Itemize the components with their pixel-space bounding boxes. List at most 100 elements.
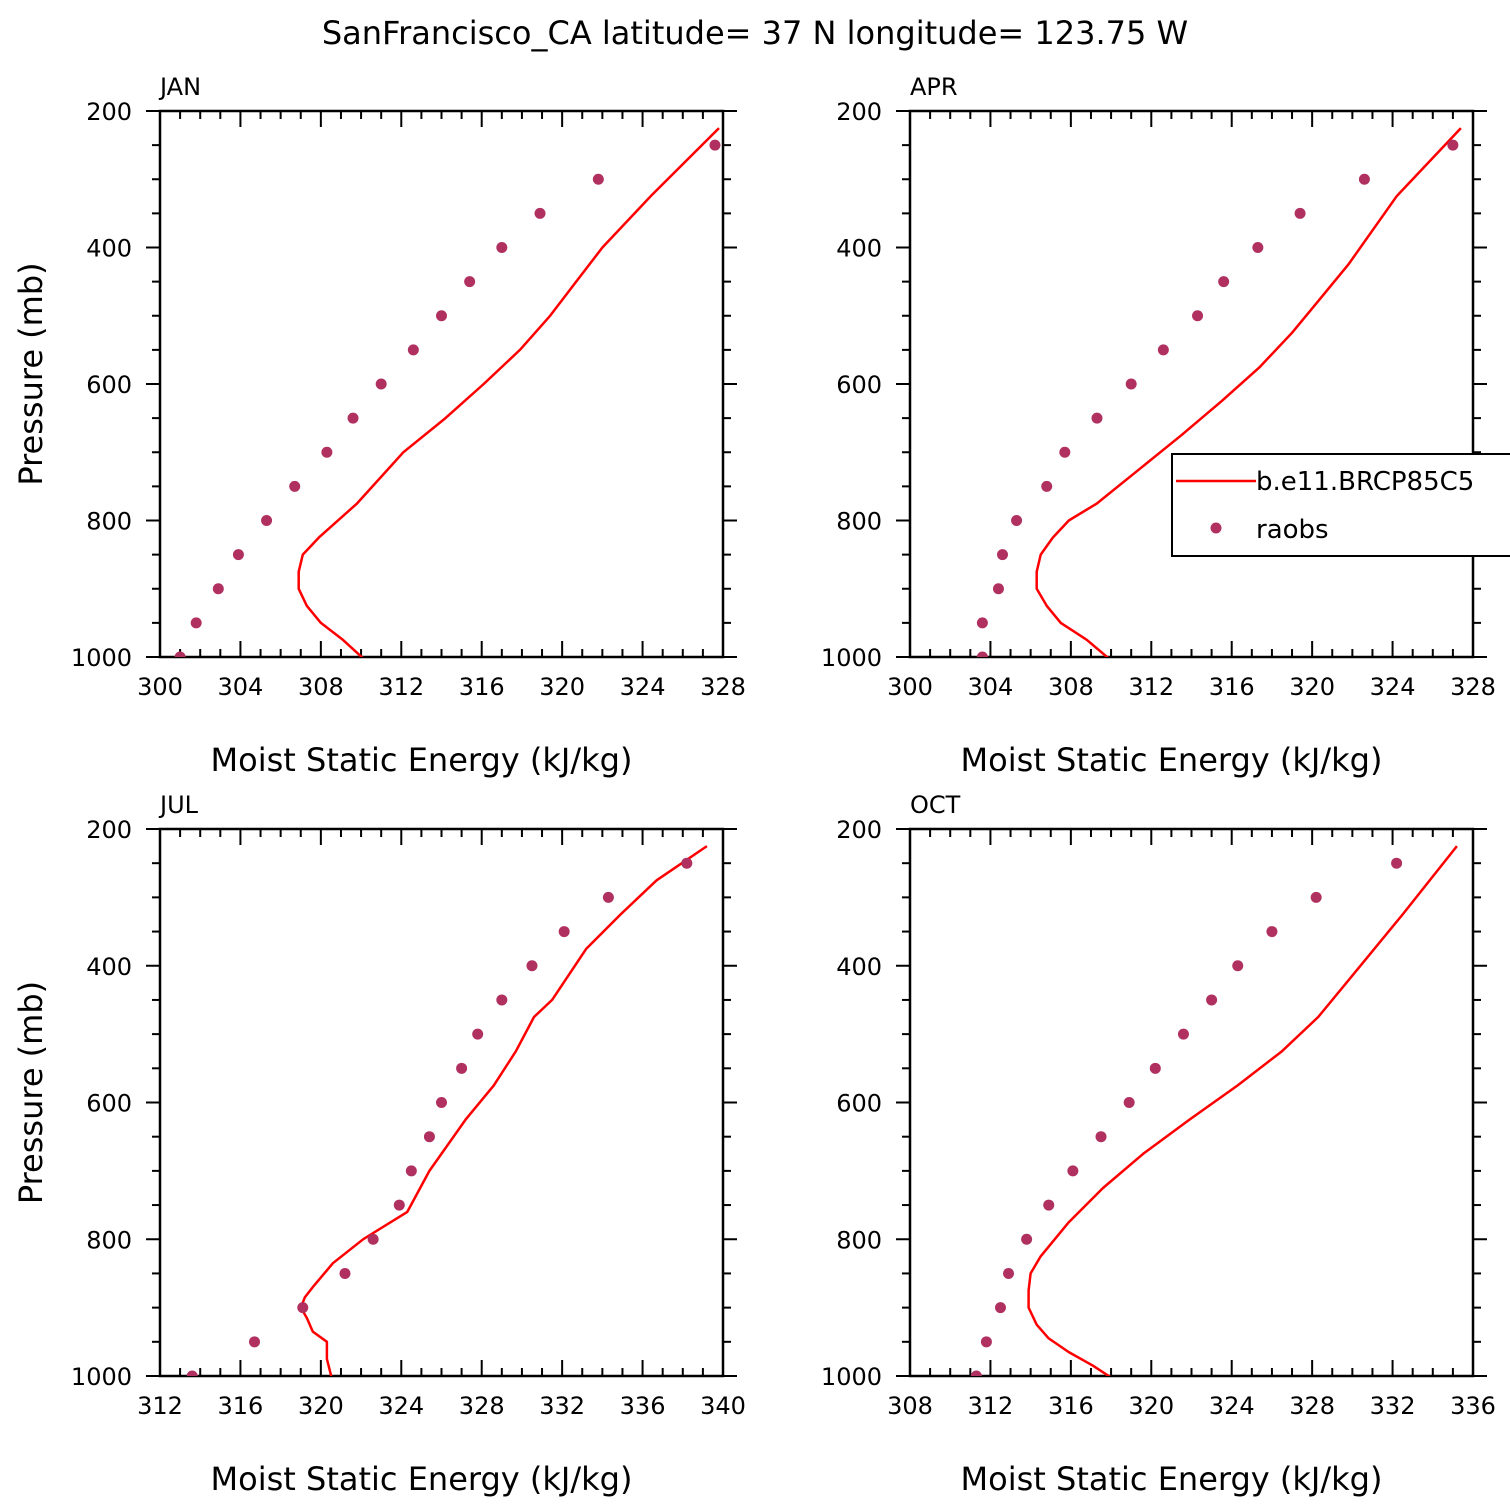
- x-tick-label: 324: [1370, 673, 1416, 701]
- data-point-raobs: [496, 242, 508, 253]
- y-tick-label: 600: [836, 1090, 882, 1118]
- data-point-raobs: [1157, 344, 1169, 356]
- data-point-raobs: [1149, 1062, 1161, 1074]
- x-axis-label: Moist Static Energy (kJ/kg): [211, 1460, 633, 1498]
- data-point-raobs: [976, 617, 988, 629]
- data-point-raobs: [994, 1302, 1006, 1314]
- y-tick-label: 600: [86, 371, 132, 399]
- x-tick-label: 300: [137, 673, 183, 701]
- data-point-raobs: [1059, 446, 1071, 458]
- y-tick-label: 600: [86, 1090, 132, 1118]
- data-point-raobs: [558, 926, 570, 938]
- data-point-raobs: [1192, 310, 1204, 322]
- x-tick-label: 328: [700, 673, 746, 701]
- panels: 300 304 308 312 316 320 324 328 200 400 600 800 1000…: [12, 73, 1496, 1498]
- data-point-raobs: [980, 1336, 992, 1348]
- data-point-raobs: [709, 139, 721, 151]
- legend-label-model: b.e11.BRCP85C5: [1256, 467, 1474, 497]
- data-point-raobs: [297, 1302, 309, 1314]
- figure-title: SanFrancisco_CA latitude= 37 N longitude…: [322, 14, 1188, 52]
- data-point-raobs: [1232, 960, 1244, 972]
- data-point-raobs: [436, 310, 447, 322]
- y-tick-label: 800: [836, 1226, 882, 1254]
- series-line-model: [299, 845, 708, 1376]
- data-point-raobs: [347, 412, 359, 424]
- x-tick-label: 332: [539, 1392, 585, 1420]
- y-tick-label: 1000: [71, 644, 132, 672]
- data-point-raobs: [1252, 242, 1264, 253]
- x-axis-label: Moist Static Energy (kJ/kg): [211, 741, 633, 779]
- data-point-raobs: [436, 1097, 447, 1108]
- x-tick-label: 320: [539, 673, 585, 701]
- data-point-raobs: [1294, 207, 1306, 219]
- plot-frame: [908, 109, 1475, 659]
- y-tick-label: 800: [836, 508, 882, 536]
- legend: b.e11.BRCP85C5 raobs: [1171, 453, 1510, 557]
- data-point-raobs: [249, 1336, 261, 1348]
- data-point-raobs: [405, 1165, 417, 1177]
- plot-data: [174, 127, 721, 657]
- data-point-raobs: [212, 583, 224, 595]
- x-tick-label: 336: [1450, 1392, 1496, 1420]
- x-tick-label: 316: [218, 1392, 264, 1420]
- data-point-raobs: [1003, 1267, 1015, 1279]
- y-tick-label: 400: [836, 235, 882, 263]
- data-point-raobs: [1266, 926, 1278, 938]
- x-tick-label: 312: [378, 673, 424, 701]
- data-point-raobs: [375, 378, 387, 390]
- data-point-raobs: [1310, 891, 1322, 903]
- y-tick-label: 200: [836, 816, 882, 844]
- x-tick-label: 320: [1289, 673, 1335, 701]
- data-point-raobs: [393, 1199, 405, 1211]
- data-point-raobs: [367, 1233, 379, 1245]
- legend-label-raobs: raobs: [1256, 515, 1329, 545]
- data-point-raobs: [534, 207, 546, 219]
- data-point-raobs: [1021, 1233, 1033, 1245]
- data-point-raobs: [1095, 1131, 1107, 1143]
- panel-oct: 308 312 316 320 324 328 332 336 200 400 600 800 1000…: [821, 791, 1496, 1498]
- data-point-raobs: [1125, 378, 1137, 390]
- data-point-raobs: [996, 549, 1008, 561]
- y-tick-label: 400: [86, 235, 132, 263]
- data-point-raobs: [602, 891, 614, 903]
- y-tick-label: 200: [86, 98, 132, 126]
- series-line-model: [297, 127, 720, 657]
- data-point-raobs: [496, 994, 508, 1006]
- plot-data: [186, 845, 708, 1376]
- data-point-raobs: [1447, 139, 1459, 151]
- data-point-raobs: [472, 1028, 484, 1040]
- data-point-raobs: [232, 549, 244, 561]
- data-point-raobs: [261, 515, 273, 526]
- y-tick-label: 400: [86, 953, 132, 981]
- y-tick-label: 1000: [821, 644, 882, 672]
- y-tick-label: 200: [836, 98, 882, 126]
- data-point-raobs: [174, 651, 186, 657]
- x-tick-label: 340: [700, 1392, 746, 1420]
- data-point-raobs: [970, 1370, 982, 1376]
- y-tick-label: 600: [836, 371, 882, 399]
- y-tick-label: 1000: [821, 1363, 882, 1391]
- x-tick-label: 304: [218, 673, 264, 701]
- data-point-raobs: [186, 1370, 198, 1376]
- data-point-raobs: [456, 1062, 468, 1074]
- series-line-model: [1035, 127, 1462, 657]
- data-point-raobs: [1358, 173, 1370, 185]
- x-tick-label: 312: [137, 1392, 183, 1420]
- x-axis-label: Moist Static Energy (kJ/kg): [961, 741, 1383, 779]
- x-tick-label: 312: [1128, 673, 1174, 701]
- data-point-raobs: [681, 857, 693, 869]
- data-point-raobs: [1043, 1199, 1055, 1211]
- panel-jul: 312 316 320 324 328 332 336 340 200 400 600 800 1000…: [12, 791, 746, 1498]
- x-tick-label: 316: [1048, 1392, 1094, 1420]
- data-point-raobs: [592, 173, 604, 185]
- y-tick-label: 400: [836, 953, 882, 981]
- data-point-raobs: [976, 651, 988, 657]
- legend-marker-swatch: [1210, 522, 1222, 534]
- y-tick-label: 200: [86, 816, 132, 844]
- data-point-raobs: [190, 617, 202, 629]
- panel-title: JUL: [158, 791, 199, 819]
- data-point-raobs: [407, 344, 419, 356]
- y-axis-label: Pressure (mb): [12, 981, 50, 1204]
- x-axis-label: Moist Static Energy (kJ/kg): [961, 1460, 1383, 1498]
- data-point-raobs: [526, 960, 538, 972]
